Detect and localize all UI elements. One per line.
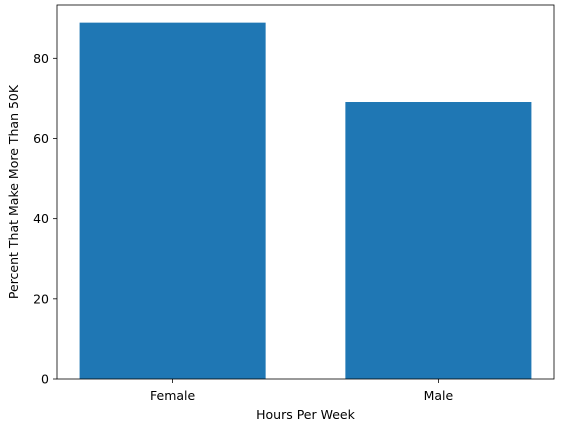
bars-group bbox=[79, 22, 532, 380]
y-axis-ticks: 0 20 40 60 80 bbox=[33, 51, 57, 387]
y-tick-label: 40 bbox=[33, 211, 49, 226]
plot-frame bbox=[56, 4, 555, 380]
x-axis-ticks: Female Male bbox=[150, 379, 454, 403]
bar-female bbox=[79, 22, 266, 380]
y-tick-label: 80 bbox=[33, 51, 49, 66]
x-axis-label: Hours Per Week bbox=[256, 407, 355, 422]
y-tick-label: 20 bbox=[33, 291, 49, 306]
y-tick-label: 0 bbox=[41, 372, 49, 387]
bar-male bbox=[345, 102, 532, 379]
x-tick-label: Female bbox=[150, 388, 196, 403]
x-tick-label: Male bbox=[424, 388, 454, 403]
y-axis-label: Percent That Make More Than 50K bbox=[6, 84, 21, 299]
y-tick-label: 60 bbox=[33, 131, 49, 146]
